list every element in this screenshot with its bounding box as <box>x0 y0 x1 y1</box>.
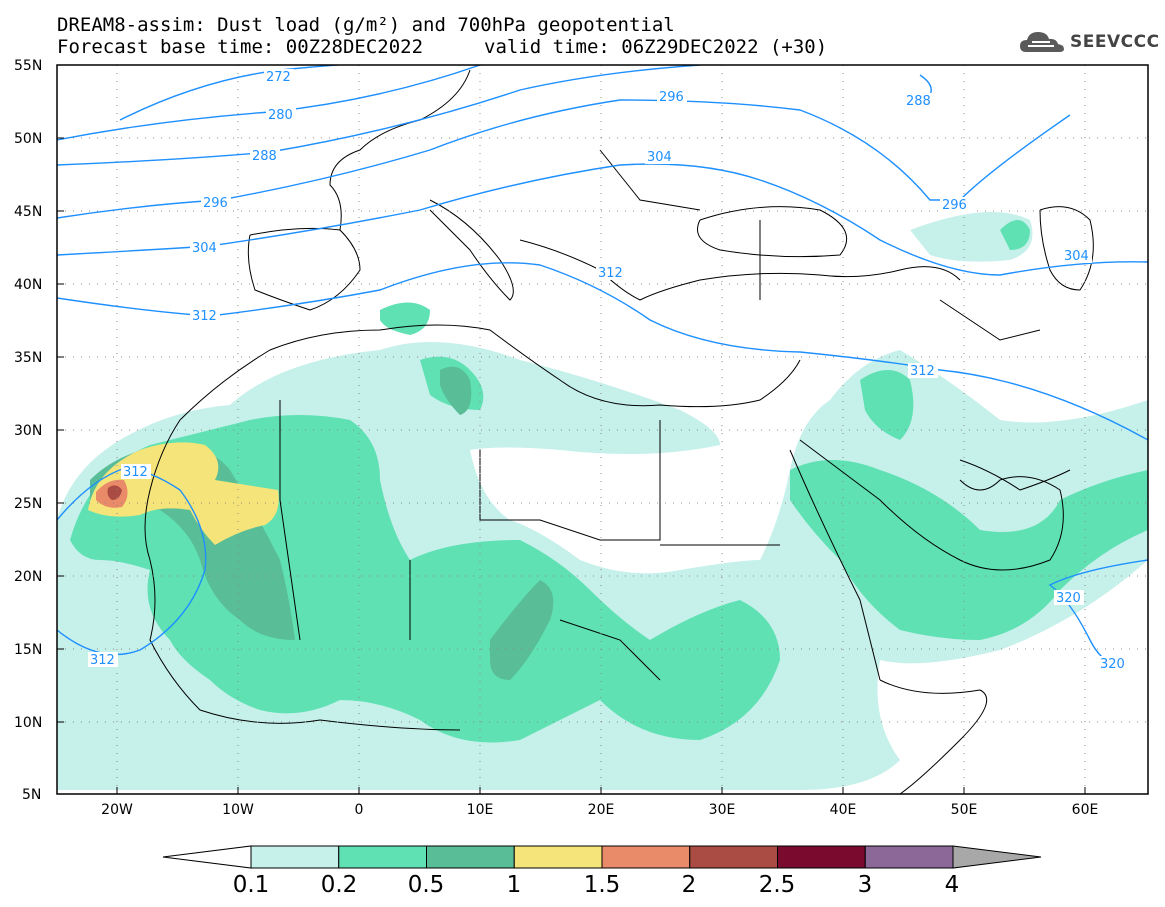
colorbar-swatch <box>426 845 515 869</box>
lon-label: 10W <box>222 802 254 818</box>
lon-label: 40E <box>830 802 857 818</box>
colorbar-swatch <box>338 845 427 869</box>
colorbar-label: 0.2 <box>321 872 358 898</box>
colorbar-swatch <box>513 845 603 869</box>
lat-label: 35N <box>14 350 42 366</box>
contour-label: 288 <box>906 94 931 109</box>
lat-label: 25N <box>14 496 42 512</box>
lat-label: 45N <box>14 204 42 220</box>
colorbar: 0.1 0.2 0.5 1 1.5 2 2.5 3 4 <box>162 845 1042 898</box>
lon-label: 30E <box>709 802 736 818</box>
contour-label-group: 272 280 288 296 304 312 296 304 288 296 … <box>88 69 1128 672</box>
seevccc-logo: SEEVCCC <box>1018 27 1160 57</box>
contour-label: 304 <box>1064 249 1089 264</box>
contour-label: 312 <box>90 653 115 668</box>
colorbar-label: 0.1 <box>233 872 270 898</box>
contour-label: 312 <box>598 266 623 281</box>
latitude-labels: 55N 50N 45N 40N 35N 30N 25N 20N 15N 10N … <box>14 58 42 803</box>
lat-label: 30N <box>14 423 42 439</box>
colorbar-swatch <box>250 845 340 869</box>
lat-label: 20N <box>14 569 42 585</box>
axis-ticks <box>57 64 1086 794</box>
colorbar-swatch <box>689 845 778 869</box>
lon-label: 60E <box>1072 802 1099 818</box>
lon-label: 10E <box>467 802 494 818</box>
dust-level-2 <box>107 485 122 500</box>
forecast-base-time: Forecast base time: 00Z28DEC2022 <box>57 36 424 58</box>
lon-label: 50E <box>951 802 978 818</box>
contour-label: 280 <box>268 108 293 123</box>
contour-label: 272 <box>266 70 291 85</box>
colorbar-upper-arrow <box>952 845 1042 869</box>
colorbar-label: 4 <box>945 872 960 898</box>
colorbar-label: 1 <box>507 872 522 898</box>
lat-label: 55N <box>14 58 42 74</box>
contour-label: 312 <box>910 364 935 379</box>
lat-label: 5N <box>22 787 41 803</box>
colorbar-swatch <box>777 845 866 869</box>
lat-label: 10N <box>14 715 42 731</box>
map-title: DREAM8-assim: Dust load (g/m²) and 700hP… <box>57 14 675 36</box>
lat-label: 50N <box>14 131 42 147</box>
lat-label: 15N <box>14 642 42 658</box>
contour-label: 312 <box>192 309 217 324</box>
contour-label: 320 <box>1100 657 1125 672</box>
contour-label: 320 <box>1056 591 1081 606</box>
geopotential-contours <box>57 65 1148 666</box>
contour-label: 304 <box>192 241 217 256</box>
coastlines <box>144 69 1094 794</box>
valid-time: valid time: 06Z29DEC2022 (+30) <box>484 36 828 58</box>
colorbar-label: 2 <box>682 872 697 898</box>
contour-label: 296 <box>942 198 967 213</box>
lon-label: 20W <box>101 802 133 818</box>
colorbar-label: 2.5 <box>759 872 796 898</box>
colorbar-label: 0.5 <box>408 872 445 898</box>
contour-label: 296 <box>203 196 228 211</box>
contour-label: 312 <box>123 465 148 480</box>
colorbar-label: 1.5 <box>584 872 621 898</box>
contour-label: 296 <box>659 90 684 105</box>
colorbar-swatch <box>864 845 954 869</box>
lon-label: 20E <box>588 802 615 818</box>
logo-text: SEEVCCC <box>1070 32 1160 52</box>
cloud-icon <box>1020 32 1064 52</box>
colorbar-swatch <box>601 845 691 869</box>
lat-label: 40N <box>14 277 42 293</box>
contour-label: 288 <box>252 149 277 164</box>
colorbar-lower-arrow <box>162 845 252 869</box>
longitude-labels: 20W 10W 0 10E 20E 30E 40E 50E 60E <box>101 802 1098 818</box>
lon-label: 0 <box>355 802 364 818</box>
colorbar-label: 3 <box>858 872 873 898</box>
contour-label: 304 <box>647 150 672 165</box>
